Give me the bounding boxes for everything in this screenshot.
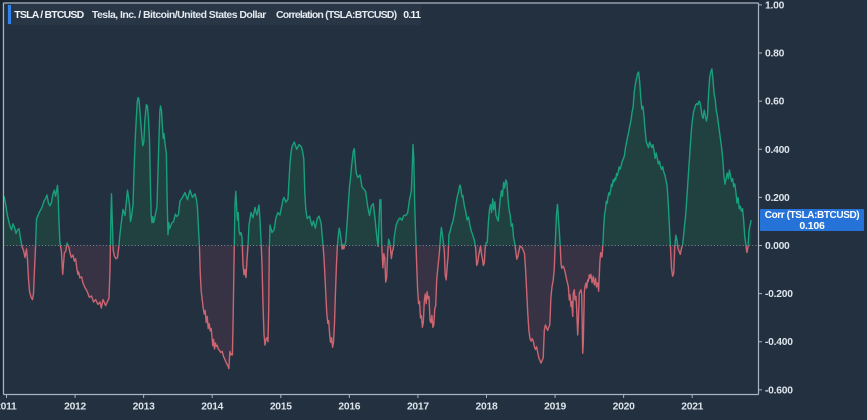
- svg-text:0.000: 0.000: [765, 241, 790, 252]
- svg-text:2015: 2015: [270, 402, 292, 413]
- svg-text:1.00: 1.00: [765, 0, 785, 11]
- svg-text:2011: 2011: [0, 402, 17, 413]
- svg-text:2013: 2013: [133, 402, 155, 413]
- svg-text:0.400: 0.400: [765, 145, 790, 156]
- svg-text:2016: 2016: [338, 402, 360, 413]
- svg-text:2014: 2014: [201, 402, 223, 413]
- svg-text:-0.200: -0.200: [765, 289, 793, 300]
- svg-text:-0.400: -0.400: [765, 337, 793, 348]
- svg-text:0.200: 0.200: [765, 193, 790, 204]
- svg-text:2012: 2012: [64, 402, 86, 413]
- svg-text:2019: 2019: [544, 402, 566, 413]
- svg-text:-0.600: -0.600: [765, 385, 793, 396]
- svg-text:2021: 2021: [681, 402, 703, 413]
- svg-text:2017: 2017: [407, 402, 429, 413]
- svg-text:0.60: 0.60: [765, 97, 785, 108]
- svg-text:2020: 2020: [613, 402, 635, 413]
- svg-text:2018: 2018: [476, 402, 498, 413]
- svg-text:0.80: 0.80: [765, 49, 785, 60]
